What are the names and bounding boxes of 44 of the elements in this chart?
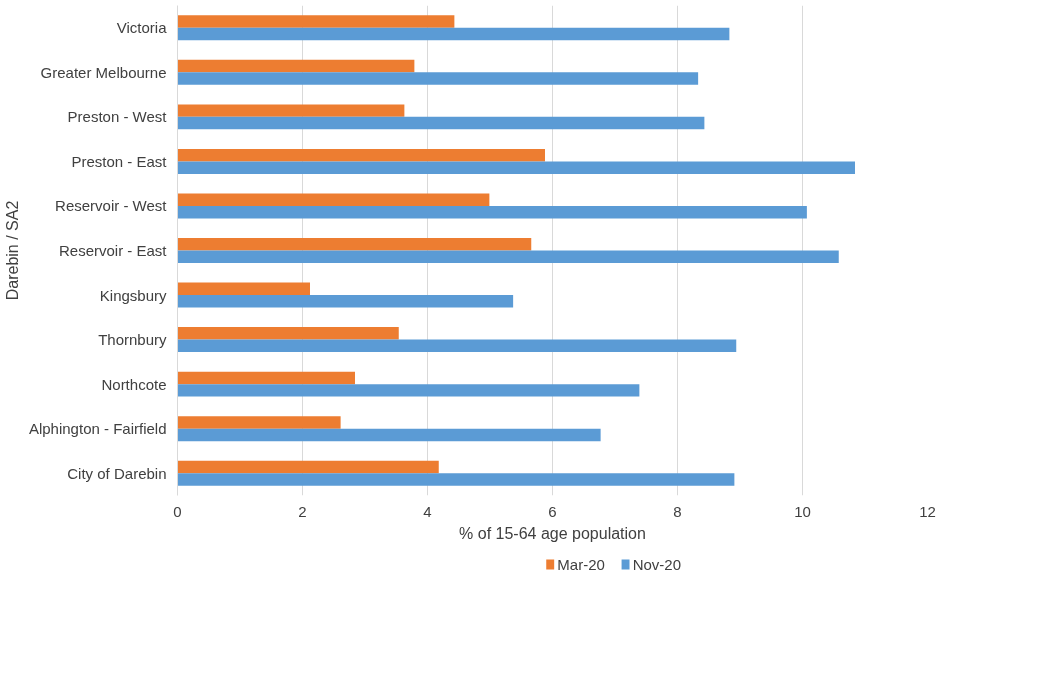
x-tick-label: 6 bbox=[548, 502, 557, 520]
y-tick-label: Reservoir - East bbox=[58, 242, 168, 259]
bar bbox=[177, 193, 490, 206]
bar bbox=[177, 205, 807, 219]
x-tick-label: 10 bbox=[794, 502, 811, 520]
y-tick-label: Thornbury bbox=[98, 331, 167, 349]
y-tick-label: City of Darebin bbox=[67, 464, 167, 482]
y-tick-label: Victoria bbox=[116, 19, 168, 37]
y-tick-label: Alphington - Fairfield bbox=[28, 420, 167, 438]
legend-label: Nov-20 bbox=[632, 556, 682, 573]
bar bbox=[177, 339, 737, 353]
bar bbox=[177, 371, 355, 385]
y-tick-label: Northcote bbox=[101, 375, 167, 393]
y-tick-label: Preston - West bbox=[67, 108, 168, 126]
bar bbox=[177, 72, 699, 85]
bar bbox=[177, 15, 455, 28]
bar bbox=[177, 473, 735, 486]
bar bbox=[177, 27, 730, 41]
bar bbox=[177, 460, 439, 474]
bar bbox=[177, 295, 514, 308]
bar bbox=[177, 428, 601, 442]
bar bbox=[177, 384, 640, 397]
x-tick-label: 2 bbox=[298, 502, 307, 520]
x-tick-label: 0 bbox=[173, 502, 182, 520]
y-tick-label: Preston - East bbox=[71, 152, 168, 170]
bar bbox=[177, 161, 855, 174]
bar bbox=[177, 250, 839, 263]
y-tick-label: Kingsbury bbox=[99, 286, 167, 304]
y-axis-title: Darebin / SA2 bbox=[3, 200, 21, 301]
bar bbox=[177, 59, 415, 73]
bar bbox=[177, 104, 405, 117]
x-tick-label: 12 bbox=[919, 502, 936, 520]
x-tick-label: 4 bbox=[423, 502, 432, 520]
x-axis-title: % of 15-64 age population bbox=[459, 524, 646, 542]
y-tick-label: Greater Melbourne bbox=[40, 63, 167, 81]
y-tick-label: Reservoir - West bbox=[55, 197, 168, 215]
bar bbox=[177, 282, 310, 296]
bar bbox=[177, 327, 399, 340]
bar bbox=[177, 116, 705, 130]
bar bbox=[177, 148, 545, 162]
bar bbox=[177, 238, 532, 251]
legend-label: Mar-20 bbox=[557, 556, 605, 573]
bar bbox=[177, 416, 341, 429]
x-tick-label: 8 bbox=[673, 502, 682, 520]
